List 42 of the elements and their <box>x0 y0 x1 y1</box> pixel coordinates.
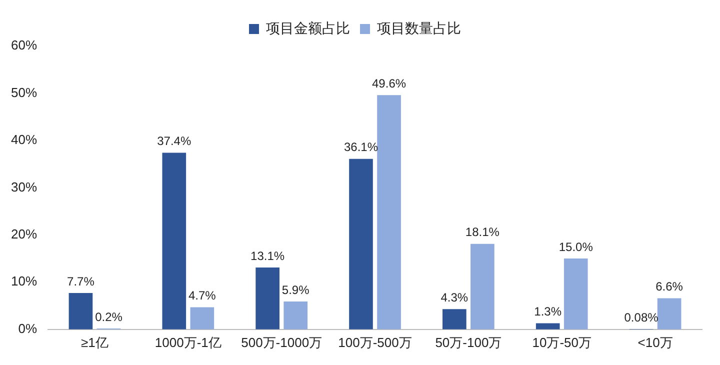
y-tick-label: 20% <box>10 226 38 242</box>
legend-label: 项目金额占比 <box>266 20 350 36</box>
y-tick-label: 10% <box>10 274 38 289</box>
data-label: 7.7% <box>67 274 95 288</box>
data-label: 4.3% <box>440 290 468 304</box>
bar <box>349 158 373 330</box>
data-label: 6.6% <box>656 280 684 294</box>
x-tick-label: <10万 <box>638 334 673 350</box>
x-tick-label: 1000万-1亿 <box>154 334 222 350</box>
data-label: 37.4% <box>157 134 192 148</box>
y-tick-label: 50% <box>10 84 38 100</box>
bar <box>377 95 401 330</box>
bar <box>256 268 280 330</box>
data-label: 13.1% <box>250 248 285 263</box>
bar <box>68 293 93 330</box>
y-tick-label: 0% <box>18 320 38 336</box>
bar <box>470 244 494 330</box>
y-tick-label: 40% <box>10 132 38 148</box>
bar <box>536 323 560 330</box>
x-tick-label: 500万-1000万 <box>241 334 322 350</box>
data-label: 49.6% <box>372 76 406 90</box>
bar <box>657 298 682 330</box>
data-label: 0.08% <box>624 310 659 324</box>
bar <box>564 258 588 330</box>
x-tick-label: ≥1亿 <box>81 334 108 350</box>
y-tick-label: 60% <box>10 38 38 53</box>
data-label: 4.7% <box>188 288 216 303</box>
data-label: 18.1% <box>465 225 500 240</box>
x-tick-label: 50万-100万 <box>435 334 502 350</box>
data-label: 36.1% <box>344 140 378 154</box>
data-label: 5.9% <box>282 282 310 297</box>
bar <box>162 152 186 330</box>
data-label: 15.0% <box>558 240 594 254</box>
bar <box>284 302 308 330</box>
data-label: 0.2% <box>95 310 123 324</box>
bar <box>442 309 466 330</box>
data-label: 1.3% <box>534 304 562 319</box>
y-tick-label: 30% <box>10 179 38 194</box>
x-tick-label: 10万-50万 <box>532 334 592 350</box>
bar <box>190 307 214 330</box>
x-tick-label: 100万-500万 <box>338 334 412 350</box>
legend-label: 项目数量占比 <box>377 20 461 36</box>
